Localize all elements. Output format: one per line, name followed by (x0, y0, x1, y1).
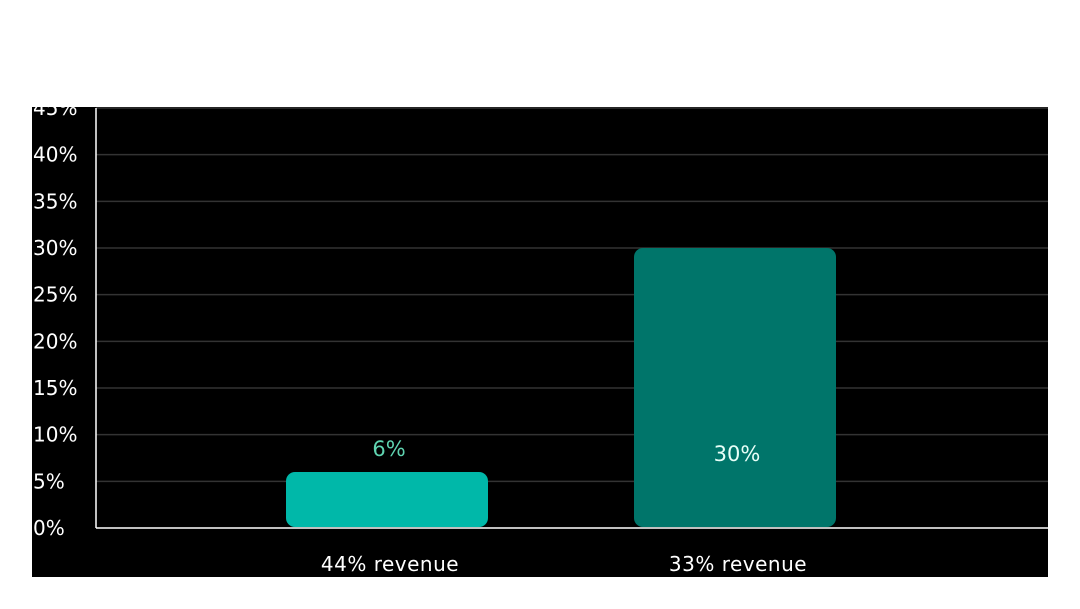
bars (286, 248, 836, 527)
y-tick-label: 10% (33, 423, 77, 447)
bar[interactable] (286, 472, 488, 527)
gridlines (96, 107, 1048, 483)
y-axis-ticks: 0% 5% 10% 15% 20% 25% 30% 35% 40% 45% (33, 96, 77, 540)
y-tick-label: 40% (33, 143, 77, 167)
axes (95, 108, 1048, 529)
y-tick-label: 30% (33, 236, 77, 260)
y-tick-label: 5% (33, 469, 65, 493)
y-tick-label: 15% (33, 376, 77, 400)
data-label: 30% (714, 442, 761, 466)
x-tick-label: 33% revenue (669, 552, 807, 576)
bar[interactable] (634, 248, 836, 527)
data-labels: 6% 30% (372, 437, 760, 466)
y-tick-label: 0% (33, 516, 65, 540)
data-label: 6% (372, 437, 405, 461)
x-tick-label: 44% revenue (321, 552, 459, 576)
y-tick-label: 35% (33, 189, 77, 213)
y-tick-label: 20% (33, 329, 77, 353)
y-tick-label: 45% (33, 96, 77, 120)
y-tick-label: 25% (33, 283, 77, 307)
x-axis-labels: 44% revenue 33% revenue (321, 552, 807, 576)
